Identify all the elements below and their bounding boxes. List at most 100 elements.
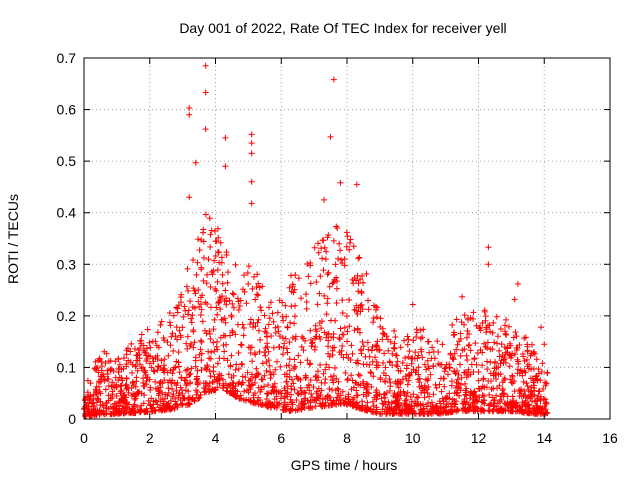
- data-point: [277, 395, 284, 402]
- data-point: [413, 329, 420, 336]
- data-point: [258, 307, 265, 314]
- data-point: [533, 356, 540, 363]
- data-point: [438, 404, 445, 411]
- data-point: [84, 410, 91, 417]
- data-point: [385, 347, 392, 354]
- data-point: [476, 325, 483, 332]
- data-point: [185, 307, 192, 314]
- data-point: [239, 379, 246, 386]
- data-point: [255, 327, 262, 334]
- data-point: [230, 372, 237, 379]
- data-point: [448, 378, 455, 385]
- data-point: [330, 76, 337, 83]
- data-point: [184, 333, 191, 340]
- data-point: [314, 368, 321, 375]
- data-point: [274, 309, 281, 316]
- data-point: [418, 348, 425, 355]
- data-point: [200, 229, 207, 236]
- data-point: [404, 341, 411, 348]
- data-point: [306, 387, 313, 394]
- data-point: [186, 371, 193, 378]
- data-point: [334, 278, 341, 285]
- data-point: [310, 384, 317, 391]
- data-point: [241, 288, 248, 295]
- data-point: [197, 346, 204, 353]
- data-point: [321, 292, 328, 299]
- data-point: [325, 343, 332, 350]
- data-point: [226, 297, 233, 304]
- data-point: [214, 267, 221, 274]
- data-point: [499, 379, 506, 386]
- data-point: [154, 329, 161, 336]
- data-point: [346, 246, 353, 253]
- data-point: [287, 391, 294, 398]
- data-point: [424, 389, 431, 396]
- data-point: [479, 319, 486, 326]
- data-point: [192, 357, 199, 364]
- data-point: [161, 376, 168, 383]
- data-point: [104, 367, 111, 374]
- data-point: [419, 334, 426, 341]
- data-point: [297, 384, 304, 391]
- data-point: [239, 361, 246, 368]
- data-point: [220, 355, 227, 362]
- data-point: [248, 200, 255, 207]
- data-point: [498, 396, 505, 403]
- data-point: [382, 364, 389, 371]
- data-point: [367, 369, 374, 376]
- data-point: [245, 344, 252, 351]
- data-point: [511, 378, 518, 385]
- data-point: [157, 378, 164, 385]
- data-point: [245, 281, 252, 288]
- data-point: [146, 360, 153, 367]
- data-point: [196, 351, 203, 358]
- data-point: [405, 353, 412, 360]
- data-point: [176, 327, 183, 334]
- data-point: [241, 272, 248, 279]
- data-point: [352, 379, 359, 386]
- data-point: [270, 344, 277, 351]
- data-point: [201, 388, 208, 395]
- data-point: [449, 322, 456, 329]
- x-axis-label: GPS time / hours: [291, 457, 398, 473]
- data-point: [156, 380, 163, 387]
- data-point: [263, 367, 270, 374]
- data-point: [314, 388, 321, 395]
- data-point: [349, 350, 356, 357]
- data-point: [193, 271, 200, 278]
- data-point: [255, 401, 262, 408]
- data-point: [248, 131, 255, 138]
- data-point: [211, 348, 218, 355]
- data-point: [436, 398, 443, 405]
- data-point: [177, 332, 184, 339]
- data-point: [307, 360, 314, 367]
- data-point: [308, 343, 315, 350]
- data-point: [492, 360, 499, 367]
- data-point: [505, 323, 512, 330]
- data-point: [235, 307, 242, 314]
- data-point: [152, 378, 159, 385]
- data-point: [261, 349, 268, 356]
- data-point: [204, 300, 211, 307]
- data-point: [165, 389, 172, 396]
- data-point: [312, 373, 319, 380]
- data-point: [313, 328, 320, 335]
- data-point: [227, 363, 234, 370]
- data-point: [320, 267, 327, 274]
- data-point: [219, 271, 226, 278]
- data-point: [290, 380, 297, 387]
- data-point: [247, 316, 254, 323]
- data-point: [230, 379, 237, 386]
- data-point: [223, 301, 230, 308]
- data-point: [254, 271, 261, 278]
- data-point: [382, 372, 389, 379]
- data-point: [402, 354, 409, 361]
- data-point: [401, 337, 408, 344]
- data-point: [507, 398, 514, 405]
- data-point: [241, 388, 248, 395]
- data-point: [257, 304, 264, 311]
- data-point: [116, 374, 123, 381]
- data-point: [190, 328, 197, 335]
- data-point: [499, 385, 506, 392]
- data-point: [413, 334, 420, 341]
